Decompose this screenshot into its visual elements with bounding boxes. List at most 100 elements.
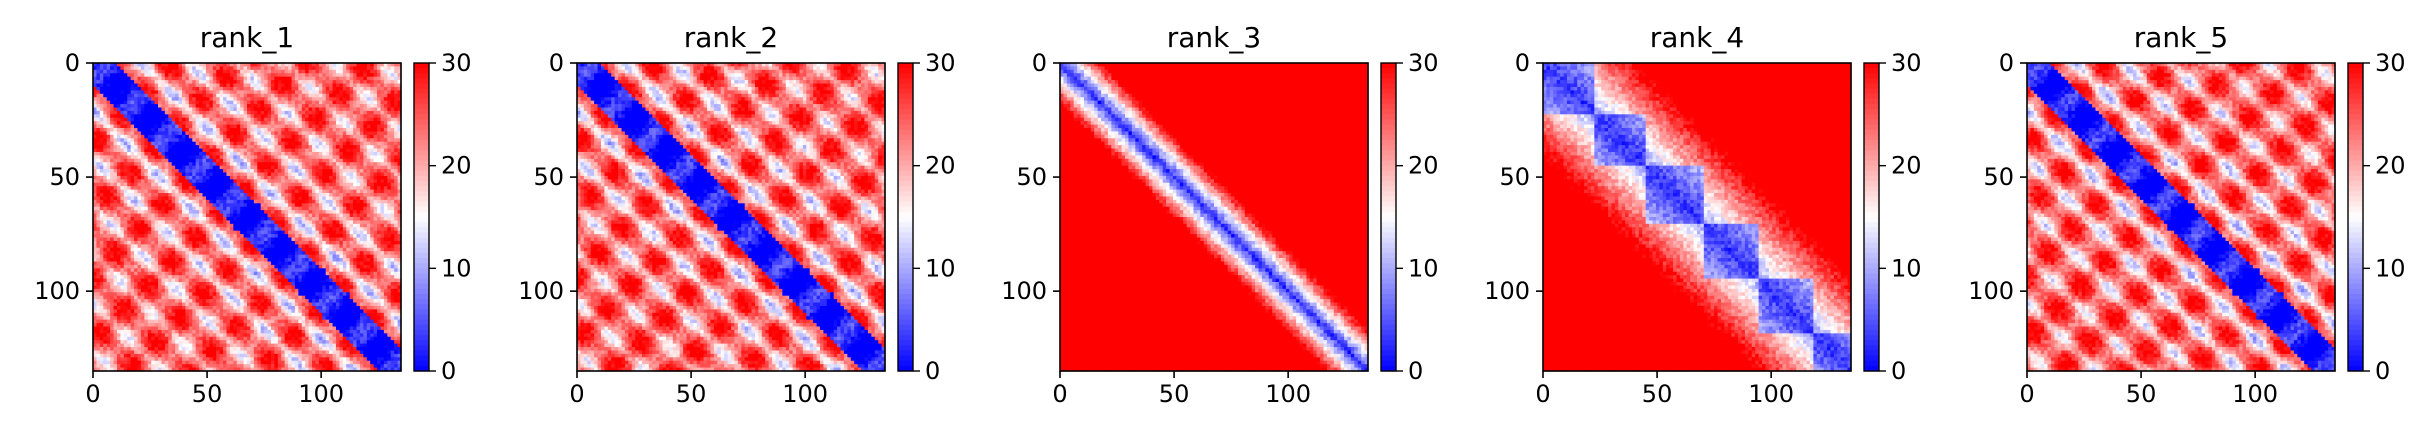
heatmap-cell [302,200,306,204]
heatmap-cell [261,142,265,146]
heatmap-cell [336,128,340,132]
heatmap-cell [370,138,374,142]
heatmap-cell [220,217,224,221]
heatmap-cell [141,179,145,183]
heatmap-cell [223,84,227,88]
heatmap-cell [223,179,227,183]
heatmap-cell [206,94,210,98]
heatmap-cell [278,131,282,135]
heatmap-cell [233,152,237,156]
heatmap-cell [127,101,131,105]
heatmap-cell [179,80,183,84]
heatmap-cell [336,114,340,118]
heatmap-cell [374,186,378,190]
heatmap-cell [274,203,278,207]
heatmap-cell [281,179,285,183]
heatmap-cell [220,77,224,81]
heatmap-cell [203,138,207,142]
heatmap-cell [124,190,128,194]
heatmap-cell [96,183,100,187]
heatmap-cell [233,118,237,122]
heatmap-cell [172,210,176,214]
heatmap-cell [319,200,323,204]
heatmap-cell [322,155,326,159]
heatmap-cell [117,179,121,183]
heatmap-cell [233,131,237,135]
heatmap-cell [209,142,213,146]
heatmap-cell [96,101,100,105]
heatmap-cell [274,190,278,194]
heatmap-cell [339,169,343,173]
heatmap-cell [298,193,302,197]
heatmap-cell [380,94,384,98]
heatmap-cell [346,70,350,74]
heatmap-cell [367,203,371,207]
heatmap-cell [380,166,384,170]
heatmap-cell [305,214,309,218]
heatmap-cell [315,121,319,125]
heatmap-cell [264,97,268,101]
heatmap-cell [254,97,258,101]
heatmap-cell [196,73,200,77]
heatmap-cell [120,121,124,125]
heatmap-cell [103,104,107,108]
heatmap-cell [107,193,111,197]
heatmap-cell [247,77,251,81]
heatmap-cell [209,70,213,74]
heatmap-cell [158,176,162,180]
heatmap-cell [144,190,148,194]
heatmap-cell [141,131,145,135]
heatmap-cell [148,155,152,159]
heatmap-cell [100,186,104,190]
heatmap-cell [151,149,155,153]
heatmap-cell [182,97,186,101]
heatmap-cell [199,70,203,74]
heatmap-cell [363,193,367,197]
heatmap-cell [203,97,207,101]
heatmap-cell [309,125,313,129]
heatmap-cell [124,193,128,197]
heatmap-cell [117,162,121,166]
heatmap-cell [360,196,364,200]
heatmap-cell [213,203,217,207]
heatmap-cell [254,131,258,135]
heatmap-cell [120,149,124,153]
heatmap-cell [151,155,155,159]
heatmap-cell [134,128,138,132]
heatmap-cell [326,135,330,139]
heatmap-cell [315,97,319,101]
heatmap-cell [144,207,148,211]
heatmap-cell [168,80,172,84]
heatmap-cell [264,152,268,156]
heatmap-cell [261,217,265,221]
heatmap-cell [278,135,282,139]
heatmap-cell [384,162,388,166]
heatmap-cell [264,135,268,139]
heatmap-cell [127,87,131,91]
heatmap-cell [237,207,241,211]
heatmap-cell [374,214,378,218]
heatmap-cell [182,193,186,197]
heatmap-cell [240,104,244,108]
heatmap-cell [384,135,388,139]
heatmap-cell [363,87,367,91]
heatmap-cell [247,162,251,166]
heatmap-cell [110,125,114,129]
heatmap-cell [360,162,364,166]
heatmap-cell [346,87,350,91]
heatmap-cell [295,73,299,77]
heatmap-cell [322,207,326,211]
heatmap-cell [257,207,261,211]
heatmap-cell [233,70,237,74]
heatmap-cell [339,107,343,111]
heatmap-cell [329,114,333,118]
heatmap-cell [131,87,135,91]
heatmap-cell [226,162,230,166]
heatmap-cell [199,217,203,221]
heatmap-cell [315,145,319,149]
heatmap-cell [220,66,224,70]
heatmap-cell [363,114,367,118]
heatmap-cell [264,166,268,170]
heatmap-cell [315,142,319,146]
heatmap-cell [350,193,354,197]
